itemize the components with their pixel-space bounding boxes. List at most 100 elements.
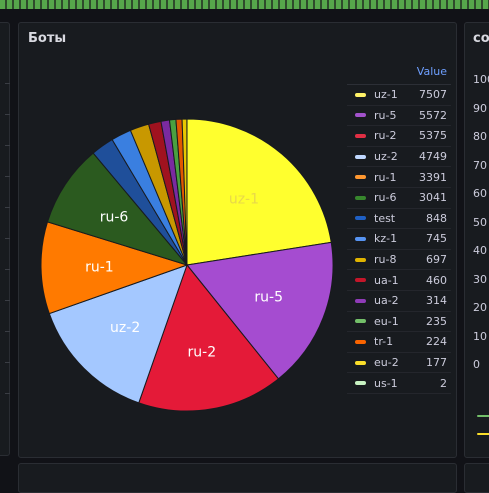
legend-value: 4749 (407, 150, 451, 163)
legend-name: ua-2 (374, 294, 407, 307)
slice-label-ru-5: ru-5 (254, 290, 283, 306)
slice-label-uz-1: uz-1 (229, 191, 259, 207)
legend-name: uz-1 (374, 88, 407, 101)
legend-value: 5375 (407, 129, 451, 142)
legend-name: ru-5 (374, 109, 407, 122)
legend-swatch (355, 93, 366, 97)
right-axis-tick: 0 (473, 358, 480, 371)
legend-swatch (355, 319, 366, 323)
right-axis-tick: 40 (473, 244, 487, 257)
right-axis-tick: 20 (473, 301, 487, 314)
pie-chart: uz-1 ru-5 ru-2 uz-2 ru-1 ru-6 (39, 105, 339, 415)
axis-tick (5, 114, 10, 115)
panel-title[interactable]: Боты (28, 31, 66, 46)
legend-name: tr-1 (374, 335, 407, 348)
legend-value: 224 (407, 335, 451, 348)
legend-swatch (355, 196, 366, 200)
legend-swatch (355, 299, 366, 303)
legend-swatch (355, 361, 366, 365)
right-axis-tick: 80 (473, 130, 487, 143)
right-axis-tick: 60 (473, 187, 487, 200)
legend-swatch (355, 237, 366, 241)
legend-value: 314 (407, 294, 451, 307)
legend-name: ru-8 (374, 253, 407, 266)
legend-swatch (355, 381, 366, 385)
slice-label-uz-2: uz-2 (110, 320, 140, 336)
legend-value: 745 (407, 232, 451, 245)
right-axis-tick: 70 (473, 159, 487, 172)
right-axis-tick: 50 (473, 216, 487, 229)
axis-tick (5, 176, 10, 177)
legend-value: 460 (407, 274, 451, 287)
left-panel (0, 22, 10, 456)
axis-tick (5, 83, 10, 84)
axis-tick (5, 362, 10, 363)
legend-name: ru-2 (374, 129, 407, 142)
legend-header-value[interactable]: Value (347, 60, 451, 85)
right-legend-line (477, 415, 489, 417)
legend-swatch (355, 216, 366, 220)
legend-value: 2 (407, 377, 451, 390)
slice-label-ru-6: ru-6 (100, 210, 129, 226)
right-panel: cou 1009080706050403020100 (464, 22, 489, 458)
axis-tick (5, 145, 10, 146)
legend-value: 177 (407, 356, 451, 369)
legend-value: 235 (407, 315, 451, 328)
legend-swatch (355, 134, 366, 138)
legend-swatch (355, 258, 366, 262)
axis-tick (5, 393, 10, 394)
legend-name: ru-1 (374, 171, 407, 184)
legend-value: 697 (407, 253, 451, 266)
right-axis-tick: 90 (473, 102, 487, 115)
top-status-strip (0, 0, 489, 9)
legend-name: us-1 (374, 377, 407, 390)
legend-value: 5572 (407, 109, 451, 122)
legend-value: 848 (407, 212, 451, 225)
legend-value: 3041 (407, 191, 451, 204)
legend-name: uz-2 (374, 150, 407, 163)
pie-chart-panel: Боты uz-1 ru-5 ru-2 uz-2 ru-1 ru-6 Value uz-1… (18, 22, 457, 458)
axis-tick (5, 269, 10, 270)
axis-tick (5, 331, 10, 332)
pie-slice-uz-1[interactable] (187, 119, 331, 265)
legend-swatch (355, 278, 366, 282)
slice-label-ru-2: ru-2 (188, 344, 217, 360)
right-panel-title[interactable]: cou (473, 31, 489, 46)
legend-name: kz-1 (374, 232, 407, 245)
right-legend-line (477, 433, 489, 435)
legend-name: test (374, 212, 407, 225)
right-axis-tick: 100 (473, 73, 489, 86)
legend-name: eu-2 (374, 356, 407, 369)
legend-swatch (355, 113, 366, 117)
right-axis-tick: 10 (473, 330, 487, 343)
legend-value: 7507 (407, 88, 451, 101)
axis-tick (5, 207, 10, 208)
axis-tick (5, 238, 10, 239)
legend-swatch (355, 175, 366, 179)
axis-tick (5, 300, 10, 301)
slice-label-ru-1: ru-1 (85, 260, 114, 276)
legend-name: ua-1 (374, 274, 407, 287)
bottom-right-panel (464, 463, 489, 493)
right-axis-tick: 30 (473, 273, 487, 286)
legend-swatch (355, 340, 366, 344)
legend-value: 3391 (407, 171, 451, 184)
legend-name: eu-1 (374, 315, 407, 328)
